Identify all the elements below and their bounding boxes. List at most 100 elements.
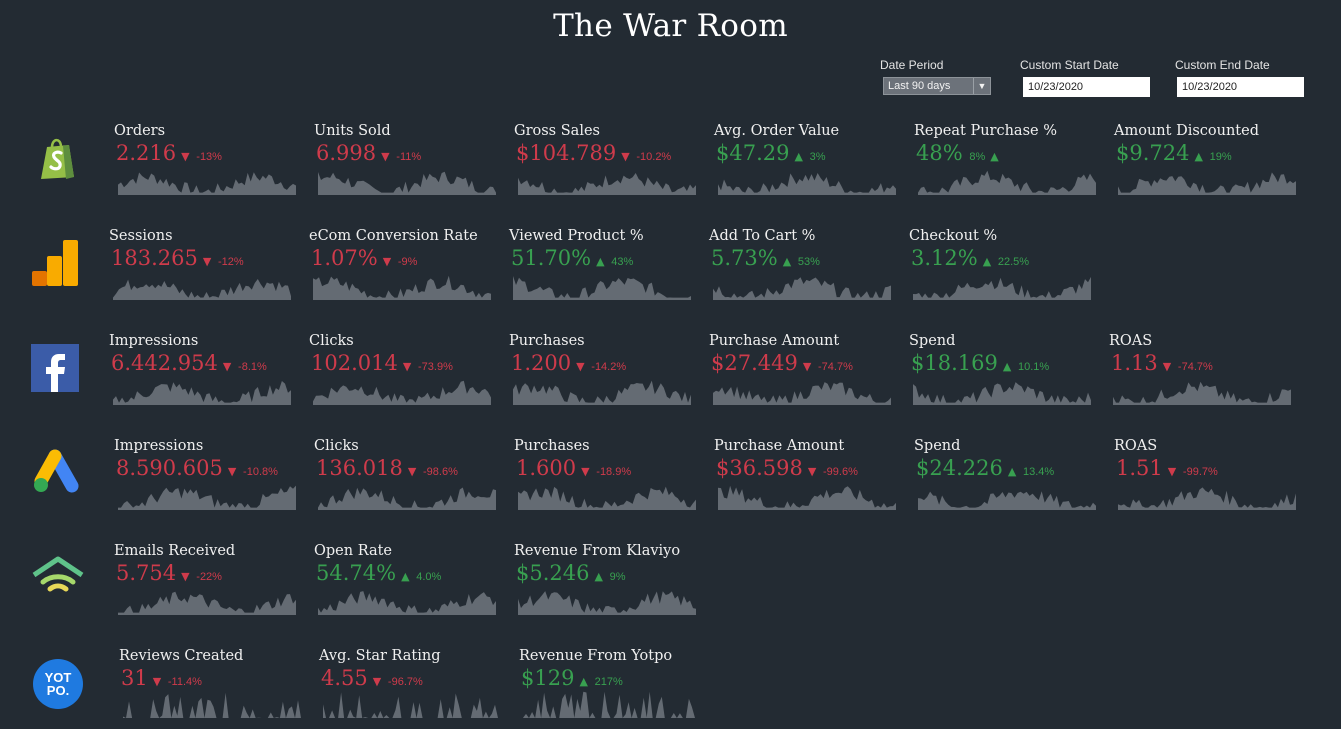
kpi-value-row: 5.73% ▲ 53% [711,246,820,270]
kpi-label: Sessions [109,228,173,244]
kpi-value: 1.13 [1111,351,1158,375]
kpi-value: 6.998 [316,141,377,165]
kpi-value: $36.598 [716,456,803,480]
kpi-card[interactable]: Spend $18.169 ▲ 10.1% [909,333,1099,413]
kpi-card[interactable]: Repeat Purchase % 48% 8% ▲ [914,123,1104,203]
kpi-label: Open Rate [314,543,393,559]
kpi-card[interactable]: Purchases 1.600 ▼ -18.9% [514,438,704,518]
kpi-card[interactable]: Impressions 6.442.954 ▼ -8.1% [109,333,299,413]
kpi-value: 8.590.605 [116,456,223,480]
page-title: The War Room [553,8,788,44]
kpi-card[interactable]: Reviews Created 31 ▼ -11.4% [119,648,309,728]
sparkline [518,486,696,510]
kpi-value: $27.449 [711,351,798,375]
down-arrow-icon: ▼ [202,255,212,268]
sparkline-area [518,591,696,615]
kpi-label: Repeat Purchase % [914,123,1057,139]
sparkline-area [123,692,301,718]
kpi-change: 19% [1209,151,1232,163]
kpi-value-row: 2.216 ▼ -13% [116,141,222,165]
up-arrow-icon: ▲ [982,255,992,268]
custom-start-date-input[interactable]: 10/23/2020 [1023,77,1150,97]
sparkline [523,691,701,718]
kpi-label: ROAS [1114,438,1158,454]
kpi-change: -96.7% [387,676,423,688]
kpi-label: Amount Discounted [1114,123,1259,139]
kpi-card[interactable]: Impressions 8.590.605 ▼ -10.8% [114,438,304,518]
kpi-change: -10.2% [636,151,672,163]
svg-text:PO.: PO. [47,683,69,698]
kpi-card[interactable]: Open Rate 54.74% ▲ 4.0% [314,543,504,623]
sparkline [123,692,301,718]
kpi-card[interactable]: Viewed Product % 51.70% ▲ 43% [509,228,699,308]
kpi-card[interactable]: Revenue From Yotpo $129 ▲ 217% [519,648,709,728]
kpi-card[interactable]: Clicks 136.018 ▼ -98.6% [314,438,504,518]
kpi-card[interactable]: Gross Sales $104.789 ▼ -10.2% [514,123,704,203]
kpi-card[interactable]: Revenue From Klaviyo $5.246 ▲ 9% [514,543,704,623]
kpi-label: Purchase Amount [714,438,845,454]
sparkline-area [718,173,896,195]
kpi-value: 183.265 [111,246,198,270]
kpi-value-row: 48% 8% ▲ [916,141,999,165]
kpi-value: 102.014 [311,351,398,375]
kpi-value-row: $27.449 ▼ -74.7% [711,351,853,375]
kpi-value-row: $5.246 ▲ 9% [516,561,626,585]
kpi-card[interactable]: Add To Cart % 5.73% ▲ 53% [709,228,899,308]
kpi-change: 217% [594,676,623,688]
kpi-label: Impressions [109,333,199,349]
kpi-value-row: 1.600 ▼ -18.9% [516,456,631,480]
kpi-label: Revenue From Yotpo [519,648,673,664]
kpi-change: 13.4% [1023,466,1055,478]
kpi-value-row: 1.07% ▼ -9% [311,246,417,270]
kpi-card[interactable]: Clicks 102.014 ▼ -73.9% [309,333,499,413]
kpi-card[interactable]: Avg. Star Rating 4.55 ▼ -96.7% [319,648,509,728]
up-arrow-icon: ▲ [594,570,603,583]
kpi-change: -8.1% [238,361,267,373]
kpi-label: Avg. Star Rating [319,648,441,664]
date-period-dropdown[interactable]: Last 90 days ▼ [883,77,991,95]
kpi-change: 22.5% [997,256,1030,268]
kpi-card[interactable]: Spend $24.226 ▲ 13.4% [914,438,1104,518]
sparkline-area [323,692,501,718]
kpi-card[interactable]: Purchase Amount $36.598 ▼ -99.6% [714,438,904,518]
kpi-label: Checkout % [909,228,998,244]
kpi-change: -12% [218,256,244,268]
kpi-card[interactable]: eCom Conversion Rate 1.07% ▼ -9% [309,228,499,308]
kpi-card[interactable]: ROAS 1.13 ▼ -74.7% [1109,333,1299,413]
kpi-label: Purchases [514,438,590,454]
kpi-card[interactable]: Amount Discounted $9.724 ▲ 19% [1114,123,1304,203]
kpi-value: 1.07% [311,246,378,270]
custom-end-label: Custom End Date [1175,58,1270,72]
kpi-card[interactable]: Sessions 183.265 ▼ -12% [109,228,299,308]
kpi-change: 9% [609,571,626,583]
custom-end-filter: Custom End Date 10/23/2020 [1175,58,1304,97]
kpi-card[interactable]: Purchase Amount $27.449 ▼ -74.7% [709,333,899,413]
kpi-value: $18.169 [911,351,998,375]
kpi-card[interactable]: Checkout % 3.12% ▲ 22.5% [909,228,1099,308]
kpi-value: $9.724 [1116,141,1190,165]
kpi-card[interactable]: Emails Received 5.754 ▼ -22% [114,543,304,623]
chevron-down-icon[interactable]: ▼ [973,78,990,94]
up-arrow-icon: ▲ [782,255,792,268]
kpi-card[interactable]: Avg. Order Value $47.29 ▲ 3% [714,123,904,203]
shopify-icon [33,133,83,183]
kpi-value-row: 183.265 ▼ -12% [111,246,244,270]
sparkline-area [118,172,296,195]
custom-end-date-input[interactable]: 10/23/2020 [1177,77,1304,97]
sparkline [718,485,896,510]
kpi-card[interactable]: ROAS 1.51 ▼ -99.7% [1114,438,1304,518]
kpi-value-row: $104.789 ▼ -10.2% [516,141,671,165]
sparkline-area [313,380,491,405]
sparkline [918,170,1096,195]
kpi-value-row: 6.998 ▼ -11% [316,141,421,165]
kpi-change: 4.0% [416,571,442,583]
kpi-card[interactable]: Units Sold 6.998 ▼ -11% [314,123,504,203]
kpi-value-row: $24.226 ▲ 13.4% [916,456,1054,480]
kpi-label: Clicks [309,333,354,349]
down-arrow-icon: ▼ [381,150,390,163]
kpi-card[interactable]: Orders 2.216 ▼ -13% [114,123,304,203]
up-arrow-icon: ▲ [1194,150,1203,163]
kpi-value: 2.216 [116,141,177,165]
kpi-value: 4.55 [321,666,368,690]
kpi-card[interactable]: Purchases 1.200 ▼ -14.2% [509,333,699,413]
